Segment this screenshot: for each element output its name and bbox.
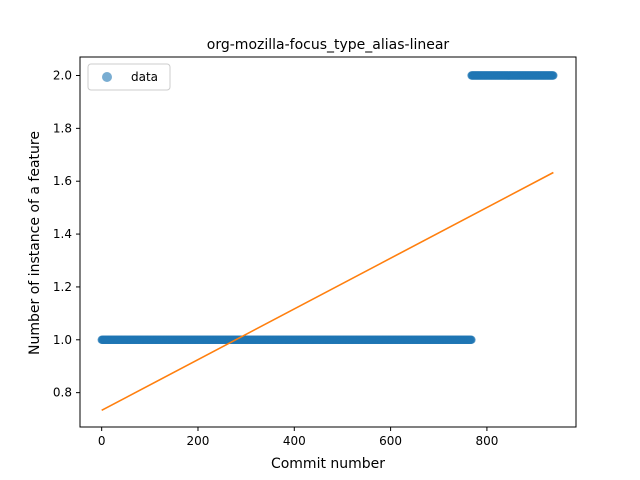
ticks-layer: 0 200 400 600 800 0.8 1.0 1.2 1.4 1.6 1.8 2.0: [53, 69, 498, 449]
x-tick-label: 400: [283, 434, 306, 448]
legend-label-data: data: [131, 70, 158, 84]
y-tick-label: 1.2: [53, 280, 72, 294]
y-tick-label: 1.0: [53, 333, 72, 347]
y-tick-label: 1.6: [53, 174, 72, 188]
y-tick-label: 1.4: [53, 227, 72, 241]
data-layer: [97, 71, 558, 412]
legend-marker-data: [102, 72, 112, 82]
plot-frame: [79, 56, 577, 428]
scatter-point: [467, 335, 476, 344]
x-tick-label: 600: [379, 434, 402, 448]
y-axis-label: Number of instance of a feature: [27, 131, 43, 355]
chart-title: org-mozilla-focus_type_alias-linear: [207, 37, 450, 53]
x-tick-label: 0: [98, 434, 106, 448]
x-axis-label: Commit number: [271, 456, 385, 472]
x-tick-label: 200: [187, 434, 210, 448]
y-tick-label: 1.8: [53, 121, 72, 135]
trend-line: [101, 171, 554, 412]
y-tick-label: 2.0: [53, 69, 72, 83]
legend: data: [87, 63, 171, 91]
scatter-point: [549, 71, 558, 80]
x-tick-label: 800: [475, 434, 498, 448]
legend-frame: [87, 63, 171, 91]
y-tick-label: 0.8: [53, 386, 72, 400]
